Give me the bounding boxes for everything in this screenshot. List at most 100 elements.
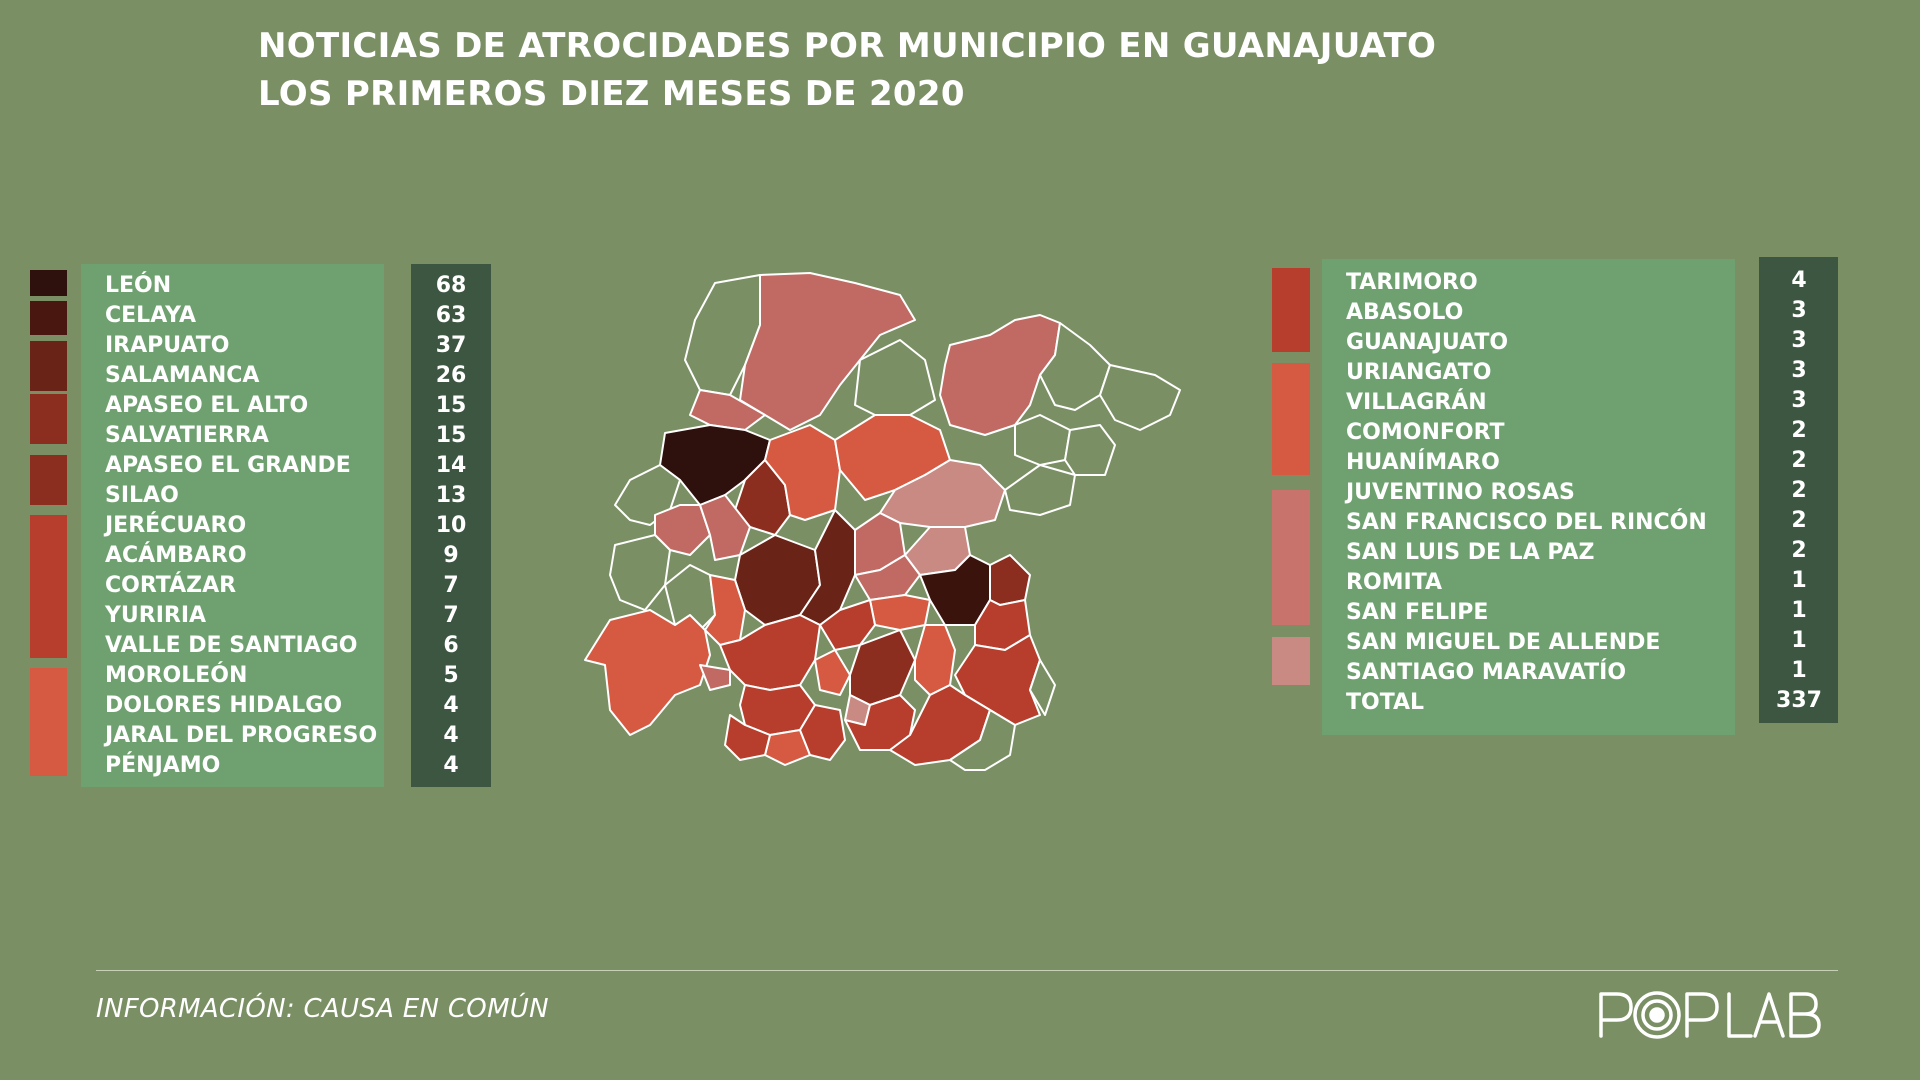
legend_left-name: SILAO — [105, 483, 179, 508]
legend_left-value: 37 — [435, 333, 467, 358]
legend_right-value: 2 — [1791, 538, 1807, 563]
legend_left-value: 68 — [435, 273, 467, 298]
left-legend-values: 68 63 37 26 15 15 14 13 10 9 7 7 6 5 4 4 4 — [411, 264, 491, 787]
legend_right-value: 2 — [1791, 478, 1807, 503]
legend_left-value: 63 — [435, 303, 467, 328]
legend_left-value: 7 — [443, 573, 459, 598]
right-legend-values: 4 3 3 3 3 2 2 2 2 2 1 1 1 1 337 — [1759, 257, 1838, 723]
municipality-region — [1064, 424, 1116, 476]
legend_left-value: 4 — [443, 753, 459, 778]
municipality-penjamo — [584, 609, 711, 736]
municipality-region — [844, 694, 916, 751]
right-legend-names: TARIMORO ABASOLO GUANAJUATO URIANGATO VILLAG… — [1322, 259, 1735, 735]
legend_left-value: 4 — [443, 723, 459, 748]
legend-color-swatch — [30, 341, 67, 391]
legend_right-name: SAN FELIPE — [1346, 600, 1489, 625]
legend_right-value: 1 — [1791, 568, 1807, 593]
legend_left-name: CORTÁZAR — [105, 573, 237, 598]
legend-color-swatch — [30, 301, 67, 335]
legend_left-value: 9 — [443, 543, 459, 568]
legend-color-swatch — [1272, 637, 1310, 685]
legend_right-name: COMONFORT — [1346, 420, 1505, 445]
municipality-jerecuaro — [954, 634, 1041, 726]
legend_left-name: YURIRIA — [105, 603, 207, 628]
legend_right-value: 3 — [1791, 388, 1807, 413]
legend_right-name: TOTAL — [1346, 690, 1425, 715]
legend_left-name: APASEO EL GRANDE — [105, 453, 351, 478]
legend_left-value: 13 — [435, 483, 467, 508]
municipality-guanajuato — [764, 424, 841, 521]
title-line-2: LOS PRIMEROS DIEZ MESES DE 2020 — [258, 74, 965, 114]
municipality-region — [739, 272, 916, 431]
title-line-1: NOTICIAS DE ATROCIDADES POR MUNICIPIO EN… — [258, 26, 1437, 66]
legend_left-value: 10 — [435, 513, 467, 538]
legend_left-name: PÉNJAMO — [105, 753, 221, 778]
municipality-region — [1029, 659, 1056, 716]
municipality-region — [1099, 364, 1181, 431]
municipality-moroleon — [724, 714, 771, 761]
legend_right-value: 3 — [1791, 328, 1807, 353]
legend_right-value: 1 — [1791, 658, 1807, 683]
legend-color-swatch — [1272, 490, 1310, 625]
municipality-region — [1014, 414, 1071, 466]
legend_right-name: SAN LUIS DE LA PAZ — [1346, 540, 1595, 565]
legend_right-name: HUANÍMARO — [1346, 450, 1500, 475]
legend_left-name: ACÁMBARO — [105, 543, 247, 568]
legend_right-value: 337 — [1776, 688, 1822, 713]
municipality-jaral — [814, 649, 851, 696]
legend_right-value: 1 — [1791, 628, 1807, 653]
municipality-coroneo — [889, 684, 991, 766]
municipality-region — [1004, 464, 1076, 516]
legend_left-name: SALAMANCA — [105, 363, 260, 388]
legend_right-value: 4 — [1791, 268, 1807, 293]
legend_right-name: URIANGATO — [1346, 360, 1492, 385]
municipality-region — [949, 709, 1016, 771]
legend_right-name: SAN MIGUEL DE ALLENDE — [1346, 630, 1661, 655]
legend_right-value: 1 — [1791, 598, 1807, 623]
legend_left-value: 14 — [435, 453, 467, 478]
legend_right-name: TARIMORO — [1346, 270, 1478, 295]
legend_right-name: SAN FRANCISCO DEL RINCÓN — [1346, 510, 1707, 535]
legend_left-name: JARAL DEL PROGRESO — [105, 723, 378, 748]
legend_left-value: 4 — [443, 693, 459, 718]
legend_right-name: VILLAGRÁN — [1346, 390, 1487, 415]
municipality-villagran — [869, 594, 931, 631]
legend_right-value: 2 — [1791, 448, 1807, 473]
legend_left-name: JERÉCUARO — [105, 513, 247, 538]
municipality-san-luis — [939, 314, 1061, 436]
legend_left-value: 6 — [443, 633, 459, 658]
municipality-region — [609, 534, 671, 611]
legend_left-value: 5 — [443, 663, 459, 688]
municipality-region — [799, 704, 846, 761]
legend-color-swatch — [30, 394, 67, 444]
legend-color-swatch — [30, 270, 67, 296]
legend_left-name: SALVATIERRA — [105, 423, 269, 448]
legend_right-name: JUVENTINO ROSAS — [1346, 480, 1575, 505]
poplab-logo — [1599, 991, 1821, 1039]
left-legend-names: LEÓN CELAYA IRAPUATO SALAMANCA APASEO EL ALT… — [81, 264, 384, 787]
legend-color-swatch — [30, 668, 67, 776]
legend_left-name: DOLORES HIDALGO — [105, 693, 343, 718]
legend_right-value: 2 — [1791, 418, 1807, 443]
legend_left-name: MOROLEÓN — [105, 663, 248, 688]
legend-color-swatch — [30, 515, 67, 658]
legend_left-value: 26 — [435, 363, 467, 388]
page-title: NOTICIAS DE ATROCIDADES POR MUNICIPIO EN… — [258, 22, 1436, 118]
municipality-region — [854, 339, 936, 416]
legend_left-name: CELAYA — [105, 303, 196, 328]
footer-divider — [96, 970, 1838, 971]
legend-color-swatch — [1272, 268, 1310, 352]
legend_right-value: 3 — [1791, 298, 1807, 323]
legend_right-name: ABASOLO — [1346, 300, 1464, 325]
legend_left-value: 7 — [443, 603, 459, 628]
source-note: INFORMACIÓN: CAUSA EN COMÚN — [96, 994, 549, 1024]
legend_right-name: GUANAJUATO — [1346, 330, 1509, 355]
legend_right-name: ROMITA — [1346, 570, 1443, 595]
legend_left-value: 15 — [435, 393, 467, 418]
guanajuato-map-icon — [584, 272, 1181, 771]
legend_right-name: SANTIAGO MARAVATÍO — [1346, 660, 1627, 685]
legend_left-name: APASEO EL ALTO — [105, 393, 309, 418]
legend-color-swatch — [30, 455, 67, 505]
legend_left-value: 15 — [435, 423, 467, 448]
legend_left-name: VALLE DE SANTIAGO — [105, 633, 358, 658]
